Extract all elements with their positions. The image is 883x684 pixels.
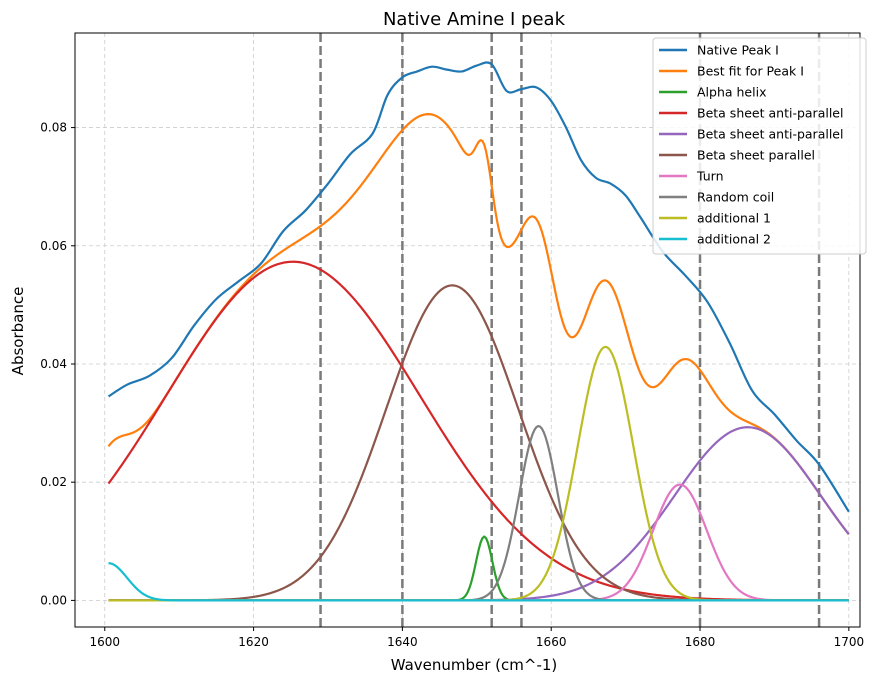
series-line [107, 61, 850, 513]
y-tick-label: 0.00 [40, 593, 67, 607]
y-axis-title: Absorbance [9, 287, 27, 376]
legend: Native Peak I Best fit for Peak I Alpha he… [652, 37, 867, 255]
x-tick-label: 1680 [685, 635, 716, 649]
series-line [108, 562, 849, 602]
y-tick-label: 0.04 [40, 357, 67, 371]
x-tick-label: 1620 [238, 635, 269, 649]
legend-label: Random coil [697, 190, 774, 205]
legend-label: Best fit for Peak I [697, 64, 804, 79]
x-tick-label: 1640 [387, 635, 418, 649]
plot-frame [74, 32, 861, 628]
legend-label: Beta sheet anti-parallel [697, 106, 843, 121]
y-tick-label: 0.02 [40, 475, 67, 489]
legend-label: Turn [696, 169, 724, 184]
x-tick-label: 1660 [536, 635, 567, 649]
chart-title: Native Amine I peak [383, 9, 566, 30]
legend-label: Native Peak I [697, 43, 779, 58]
legend-label: additional 1 [697, 211, 771, 226]
legend-label: Alpha helix [697, 85, 766, 100]
x-tick-label: 1700 [834, 635, 865, 649]
legend-label: Beta sheet anti-parallel [697, 127, 843, 142]
y-tick-label: 0.08 [40, 121, 67, 135]
legend-label: additional 2 [697, 232, 771, 247]
x-tick-label: 1600 [89, 635, 120, 649]
legend-box [652, 37, 867, 255]
legend-label: Beta sheet parallel [697, 148, 815, 163]
y-axis: 0.00 0.02 0.04 0.06 0.08 [40, 121, 75, 607]
x-axis-title: Wavenumber (cm^-1) [391, 656, 558, 674]
series-lines [107, 61, 850, 602]
x-axis: 1600 1620 1640 1660 1680 1700 [89, 627, 864, 649]
y-tick-label: 0.06 [40, 239, 67, 253]
